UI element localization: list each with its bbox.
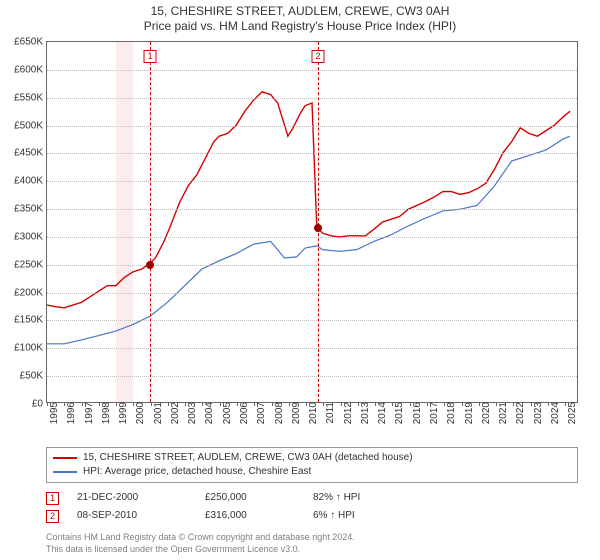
y-axis-tick-label: £50K bbox=[20, 371, 47, 382]
transactions-table: 1 21-DEC-2000 £250,000 82% ↑ HPI 2 08-SEP-201… bbox=[46, 489, 578, 525]
legend-row: 15, CHESHIRE STREET, AUDLEM, CREWE, CW3 … bbox=[53, 451, 571, 465]
y-axis-tick-label: £600K bbox=[14, 64, 47, 75]
attribution-line2: This data is licensed under the Open Gov… bbox=[46, 543, 578, 555]
gridline-h bbox=[47, 209, 577, 210]
transaction-index-box: 1 bbox=[46, 492, 59, 505]
attribution-text: Contains HM Land Registry data © Crown c… bbox=[46, 531, 578, 555]
y-axis-tick-label: £150K bbox=[14, 315, 47, 326]
chart-area: £0 £50K £100K £150K £200K £250K £300K £350K £400… bbox=[0, 35, 600, 445]
x-axis-tick-label: 1999 bbox=[116, 402, 129, 424]
transaction-row: 1 21-DEC-2000 £250,000 82% ↑ HPI bbox=[46, 489, 578, 507]
title-address: 15, CHESHIRE STREET, AUDLEM, CREWE, CW3 … bbox=[0, 4, 600, 18]
x-axis-tick-label: 2014 bbox=[375, 402, 388, 424]
x-axis-tick-label: 2011 bbox=[323, 402, 336, 424]
y-axis-tick-label: £450K bbox=[14, 148, 47, 159]
chart-header: 15, CHESHIRE STREET, AUDLEM, CREWE, CW3 … bbox=[0, 0, 600, 35]
event-marker-box: 1 bbox=[144, 50, 157, 63]
transaction-date: 08-SEP-2010 bbox=[77, 507, 187, 525]
y-axis-tick-label: £400K bbox=[14, 176, 47, 187]
gridline-h bbox=[47, 376, 577, 377]
transaction-delta: 6% ↑ HPI bbox=[313, 507, 355, 525]
series-line-property bbox=[47, 92, 570, 308]
x-axis-tick-label: 1995 bbox=[47, 402, 60, 424]
x-axis-tick-label: 2022 bbox=[513, 402, 526, 424]
x-axis-tick-label: 2017 bbox=[427, 402, 440, 424]
y-axis-tick-label: £300K bbox=[14, 231, 47, 242]
x-axis-tick-label: 2002 bbox=[168, 402, 181, 424]
legend-label: 15, CHESHIRE STREET, AUDLEM, CREWE, CW3 … bbox=[83, 451, 413, 465]
event-vline bbox=[150, 42, 151, 402]
x-axis-tick-label: 2016 bbox=[410, 402, 423, 424]
x-axis-tick-label: 2023 bbox=[531, 402, 544, 424]
x-axis-tick-label: 2012 bbox=[341, 402, 354, 424]
y-axis-tick-label: £0 bbox=[32, 399, 47, 410]
x-axis-tick-label: 1997 bbox=[82, 402, 95, 424]
x-axis-tick-label: 2007 bbox=[254, 402, 267, 424]
x-axis-tick-label: 2000 bbox=[133, 402, 146, 424]
gridline-h bbox=[47, 153, 577, 154]
plot-area: £0£50K£100K£150K£200K£250K£300K£350K£400… bbox=[46, 41, 578, 403]
x-axis-tick-label: 1998 bbox=[99, 402, 112, 424]
legend-label: HPI: Average price, detached house, Ches… bbox=[83, 465, 311, 479]
gridline-h bbox=[47, 98, 577, 99]
x-axis-tick-label: 2006 bbox=[237, 402, 250, 424]
gridline-h bbox=[47, 265, 577, 266]
legend-row: HPI: Average price, detached house, Ches… bbox=[53, 465, 571, 479]
y-axis-tick-label: £250K bbox=[14, 259, 47, 270]
x-axis-tick-label: 2024 bbox=[548, 402, 561, 424]
x-axis-tick-label: 2008 bbox=[272, 402, 285, 424]
x-axis-tick-label: 2003 bbox=[185, 402, 198, 424]
title-subtitle: Price paid vs. HM Land Registry's House … bbox=[0, 19, 600, 33]
legend-box: 15, CHESHIRE STREET, AUDLEM, CREWE, CW3 … bbox=[46, 447, 578, 483]
transaction-price: £250,000 bbox=[205, 489, 295, 507]
transaction-price: £316,000 bbox=[205, 507, 295, 525]
y-axis-tick-label: £100K bbox=[14, 343, 47, 354]
transaction-delta: 82% ↑ HPI bbox=[313, 489, 360, 507]
transaction-date: 21-DEC-2000 bbox=[77, 489, 187, 507]
y-axis-tick-label: £550K bbox=[14, 92, 47, 103]
gridline-h bbox=[47, 237, 577, 238]
x-axis-tick-label: 2013 bbox=[358, 402, 371, 424]
transaction-row: 2 08-SEP-2010 £316,000 6% ↑ HPI bbox=[46, 507, 578, 525]
x-axis-tick-label: 2025 bbox=[565, 402, 578, 424]
x-axis-tick-label: 2004 bbox=[202, 402, 215, 424]
transaction-index-box: 2 bbox=[46, 510, 59, 523]
attribution-line1: Contains HM Land Registry data © Crown c… bbox=[46, 531, 578, 543]
x-axis-tick-label: 2010 bbox=[306, 402, 319, 424]
y-axis-tick-label: £500K bbox=[14, 120, 47, 131]
x-axis-tick-label: 2001 bbox=[151, 402, 164, 424]
event-marker-dot bbox=[314, 224, 322, 232]
gridline-h bbox=[47, 126, 577, 127]
gridline-h bbox=[47, 348, 577, 349]
event-marker-dot bbox=[146, 261, 154, 269]
gridline-h bbox=[47, 293, 577, 294]
x-axis-tick-label: 2020 bbox=[479, 402, 492, 424]
x-axis-tick-label: 2021 bbox=[496, 402, 509, 424]
x-axis-tick-label: 2018 bbox=[444, 402, 457, 424]
gridline-h bbox=[47, 320, 577, 321]
event-marker-box: 2 bbox=[312, 50, 325, 63]
gridline-h bbox=[47, 70, 577, 71]
x-axis-tick-label: 2019 bbox=[462, 402, 475, 424]
y-axis-tick-label: £650K bbox=[14, 37, 47, 48]
x-axis-tick-label: 2005 bbox=[220, 402, 233, 424]
gridline-h bbox=[47, 181, 577, 182]
legend-swatch bbox=[53, 471, 77, 473]
x-axis-tick-label: 2015 bbox=[392, 402, 405, 424]
x-axis-tick-label: 1996 bbox=[64, 402, 77, 424]
y-axis-tick-label: £200K bbox=[14, 287, 47, 298]
y-axis-tick-label: £350K bbox=[14, 204, 47, 215]
series-line-hpi bbox=[47, 136, 570, 344]
x-axis-tick-label: 2009 bbox=[289, 402, 302, 424]
event-vline bbox=[318, 42, 319, 402]
legend-swatch bbox=[53, 457, 77, 459]
